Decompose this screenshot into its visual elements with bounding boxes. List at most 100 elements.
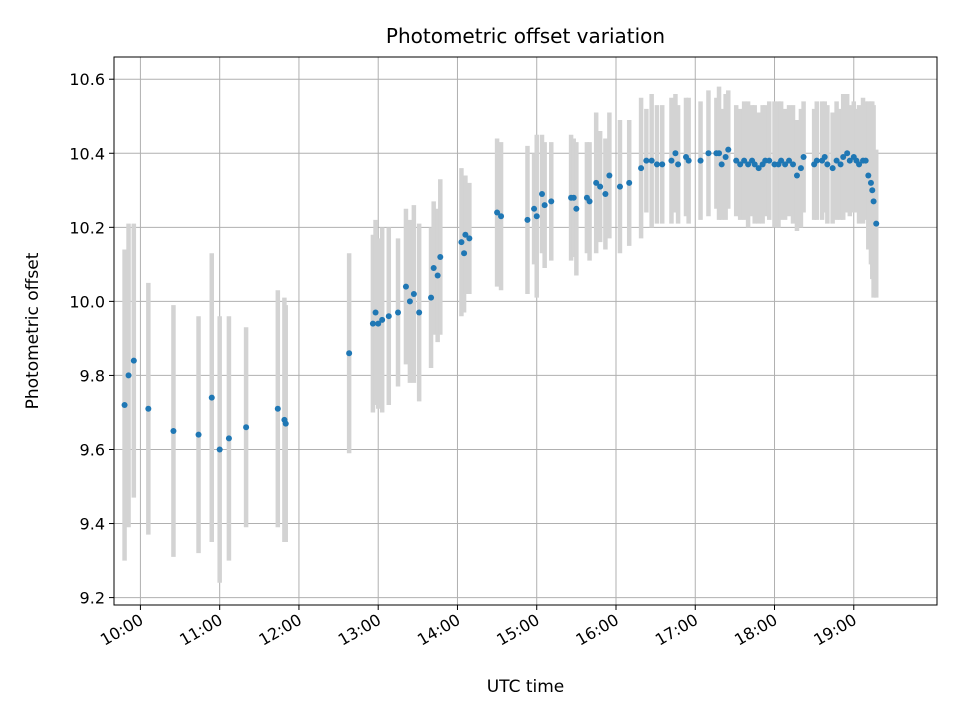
- data-point: [406, 298, 413, 305]
- data-point: [865, 172, 872, 179]
- data-point: [145, 405, 152, 412]
- data-point: [531, 205, 538, 212]
- data-point: [725, 146, 732, 153]
- data-point: [790, 161, 797, 168]
- y-tick-label: 9.4: [80, 515, 105, 534]
- data-point: [346, 350, 353, 357]
- data-point: [648, 157, 655, 164]
- data-point: [170, 427, 177, 434]
- data-point: [541, 202, 548, 209]
- data-point: [498, 213, 505, 220]
- chart-title: Photometric offset variation: [386, 24, 665, 48]
- data-point: [125, 372, 132, 379]
- data-point: [856, 161, 863, 168]
- data-point: [862, 157, 869, 164]
- data-point: [873, 220, 880, 227]
- y-tick-label: 9.2: [80, 589, 105, 608]
- y-axis: 9.2 9.4 9.6 9.8 10.0 10.2 10.4 10.6: [69, 70, 114, 608]
- data-point: [786, 157, 793, 164]
- data-point: [846, 157, 853, 164]
- data-point: [813, 157, 820, 164]
- data-point: [718, 161, 725, 168]
- data-point: [755, 165, 762, 172]
- y-axis-label: Photometric offset: [23, 252, 43, 409]
- data-point: [274, 405, 281, 412]
- data-point: [395, 309, 402, 316]
- data-point: [751, 161, 758, 168]
- data-point: [733, 157, 740, 164]
- data-point: [586, 198, 593, 205]
- data-point: [462, 231, 469, 238]
- data-point: [494, 209, 501, 216]
- data-point: [870, 198, 877, 205]
- data-point: [539, 191, 546, 197]
- data-point: [372, 309, 379, 316]
- data-point: [428, 294, 435, 301]
- data-point: [824, 161, 831, 168]
- data-point: [797, 165, 804, 172]
- data-point: [672, 150, 679, 157]
- data-point: [766, 157, 773, 164]
- data-point: [722, 153, 729, 160]
- y-tick-label: 10.4: [69, 144, 105, 163]
- data-point: [533, 213, 540, 220]
- data-point: [570, 194, 577, 201]
- data-point: [379, 316, 386, 323]
- data-point: [548, 198, 555, 205]
- data-point: [225, 435, 232, 442]
- data-point: [778, 157, 785, 164]
- data-point: [653, 161, 660, 168]
- data-point: [282, 420, 289, 427]
- data-point: [130, 357, 137, 364]
- data-point: [626, 179, 633, 186]
- data-point: [369, 320, 376, 327]
- x-axis-label: UTC time: [487, 677, 565, 697]
- data-points: [121, 146, 880, 453]
- y-tick-label: 9.8: [80, 366, 105, 385]
- data-point: [216, 446, 223, 453]
- data-point: [697, 157, 704, 164]
- data-point: [243, 424, 250, 431]
- y-tick-label: 9.6: [80, 440, 105, 459]
- data-point: [800, 153, 807, 160]
- data-point: [716, 150, 723, 157]
- plot-frame: [113, 56, 938, 606]
- data-point: [602, 191, 609, 197]
- data-point: [195, 431, 202, 438]
- data-point: [416, 309, 423, 316]
- data-point: [638, 165, 645, 172]
- y-tick-label: 10.0: [69, 292, 105, 311]
- data-point: [593, 179, 600, 186]
- data-point: [434, 272, 441, 279]
- data-point: [741, 157, 748, 164]
- data-point: [410, 290, 417, 297]
- data-point: [829, 165, 836, 172]
- data-point: [837, 161, 844, 168]
- data-point: [208, 394, 215, 401]
- data-point: [869, 187, 876, 194]
- data-point: [793, 172, 800, 179]
- data-point: [437, 253, 444, 260]
- data-point: [616, 183, 623, 190]
- data-point: [643, 157, 650, 164]
- data-point: [524, 216, 531, 223]
- data-point: [385, 313, 392, 320]
- data-point: [430, 265, 437, 272]
- data-point: [867, 179, 874, 186]
- data-point: [782, 161, 789, 168]
- data-point: [466, 235, 473, 242]
- data-point: [705, 150, 712, 157]
- y-tick-label: 10.6: [69, 70, 105, 89]
- data-point: [606, 172, 613, 179]
- data-point: [573, 205, 580, 212]
- data-point: [458, 239, 465, 246]
- data-point: [659, 161, 666, 168]
- data-point: [461, 250, 468, 257]
- y-tick-label: 10.2: [69, 218, 105, 237]
- data-point: [745, 161, 752, 168]
- data-point: [737, 161, 744, 168]
- data-point: [821, 153, 828, 160]
- data-point: [840, 153, 847, 160]
- data-point: [844, 150, 851, 157]
